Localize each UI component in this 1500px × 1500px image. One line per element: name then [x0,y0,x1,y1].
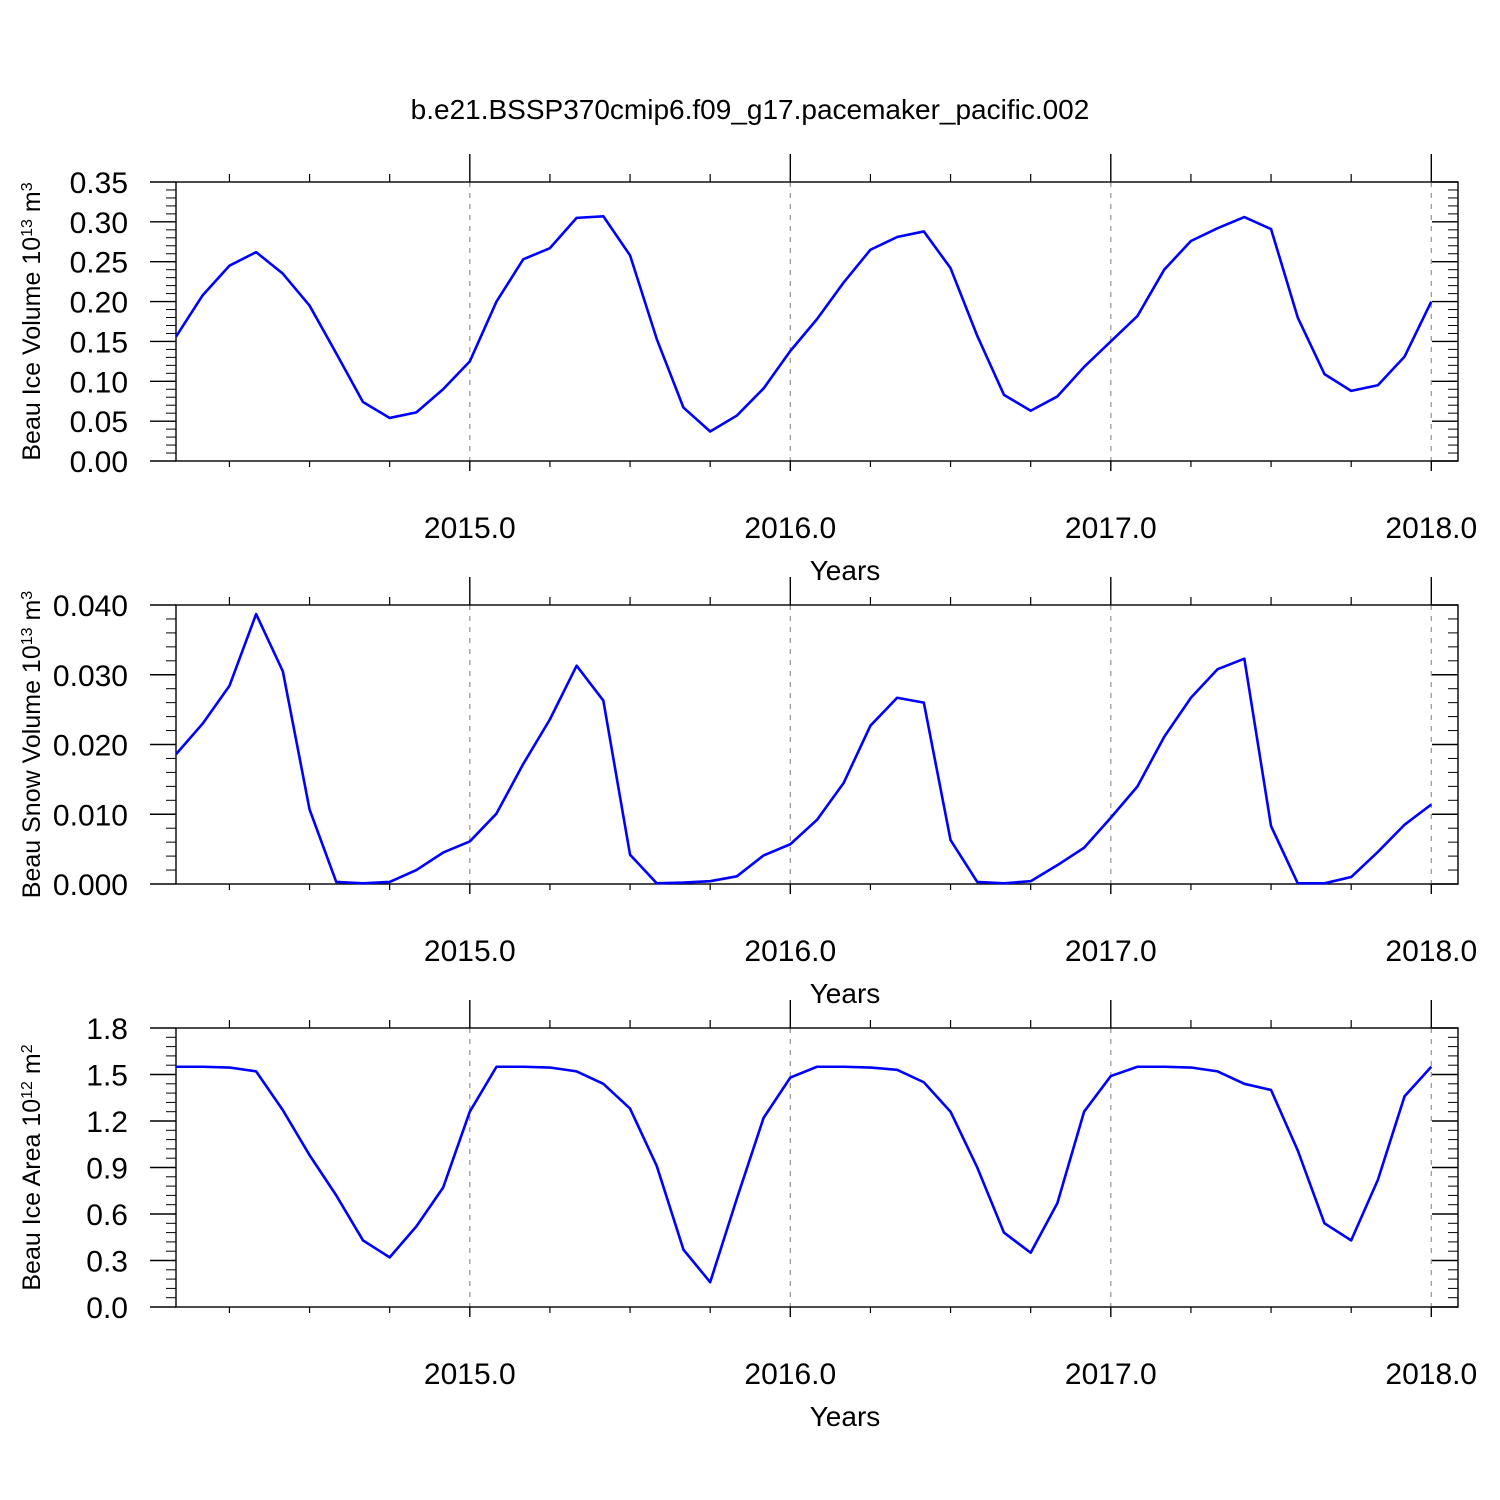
y-tick-label: 0.35 [70,167,128,200]
series-line [176,1065,1433,1284]
y-tick-label: 0.05 [70,406,128,439]
x-tick-label: 2018.0 [1385,1358,1477,1391]
x-axis-label: Years [810,1401,881,1432]
x-tick-label: 2018.0 [1385,512,1477,545]
y-axis-label-part: m [18,600,46,628]
y-tick-label: 0.000 [53,869,128,902]
series-line [175,612,1433,885]
y-tick-label: 0.010 [53,799,128,832]
x-tick-label: 2015.0 [424,935,516,968]
x-tick-label: 2016.0 [744,935,836,968]
y-axis-label-part: m [18,191,46,219]
y-tick-label: 1.2 [86,1106,128,1139]
y-tick-label: 0.20 [70,287,128,320]
y-axis-label: Beau Ice Area 1012 m2 [18,1044,46,1290]
y-tick-label: 1.8 [86,1013,128,1046]
panels-container: 2015.0 2016.0 2017.0 2018.0 0.00 0.05 0.10 0.15… [18,154,1477,1432]
x-axis-label: Years [810,555,881,586]
y-tick-label: 0.6 [86,1199,128,1232]
x-tick-label: 2017.0 [1065,1358,1157,1391]
x-axis-label: Years [810,978,881,1009]
y-axis-label-part: Beau Ice Volume 10 [18,237,46,461]
y-axis-label-superscript: 3 [19,591,36,600]
y-tick-label: 0.9 [86,1153,128,1186]
y-tick-label: 1.5 [86,1060,128,1093]
x-tick-label: 2015.0 [424,512,516,545]
x-tick-label: 2016.0 [744,512,836,545]
x-tick-label: 2017.0 [1065,512,1157,545]
y-axis-label-superscript: 12 [19,1081,36,1099]
x-tick-label: 2017.0 [1065,935,1157,968]
y-axis-label-part: Beau Snow Volume 10 [18,645,46,898]
x-tick-label: 2018.0 [1385,935,1477,968]
y-axis-label-superscript: 13 [19,219,36,237]
y-tick-label: 0.020 [53,730,128,763]
y-tick-label: 0.00 [70,446,128,479]
y-tick-label: 0.040 [53,590,128,623]
figure-title: b.e21.BSSP370cmip6.f09_g17.pacemaker_pac… [411,94,1090,125]
panel-3: 2015.0 2016.0 2017.0 2018.0 0.0 0.3 0.6 0.9 1.2 1… [18,1000,1477,1432]
y-axis-label-superscript: 2 [19,1044,36,1053]
x-tick-label: 2015.0 [424,1358,516,1391]
y-axis-label-superscript: 3 [19,182,36,191]
y-axis-label-part: m [18,1053,46,1081]
y-tick-label: 0.3 [86,1246,128,1279]
y-tick-label: 0.0 [86,1292,128,1325]
y-tick-label: 0.15 [70,326,128,359]
y-tick-label: 0.30 [70,207,128,240]
y-axis-label: Beau Snow Volume 1013 m3 [18,591,46,899]
series-line [174,214,1433,433]
panel-1: 2015.0 2016.0 2017.0 2018.0 0.00 0.05 0.10 0.15… [18,154,1477,586]
y-axis-label: Beau Ice Volume 1013 m3 [18,182,46,460]
plot-frame [175,181,1459,462]
y-tick-label: 0.25 [70,247,128,280]
y-axis-label-part: Beau Ice Area 10 [18,1099,46,1291]
x-tick-label: 2016.0 [744,1358,836,1391]
y-axis-label-superscript: 13 [19,627,36,645]
panel-2: 2015.0 2016.0 2017.0 2018.0 0.000 0.010 0.020 0… [18,577,1477,1009]
y-tick-label: 0.10 [70,366,128,399]
y-tick-label: 0.030 [53,660,128,693]
